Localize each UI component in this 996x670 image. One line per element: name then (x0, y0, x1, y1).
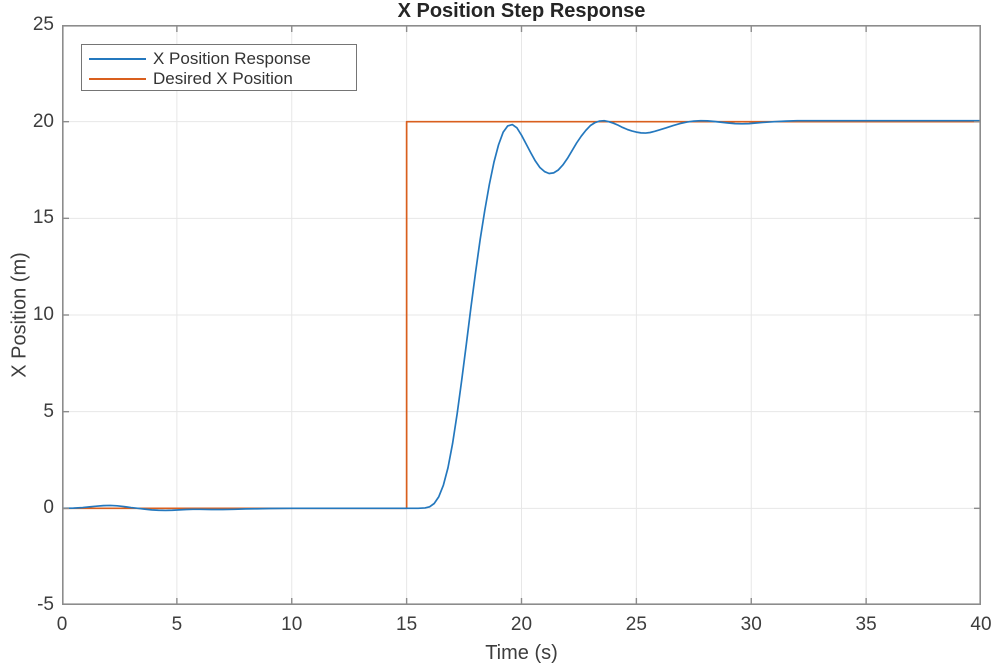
y-tick-label: 25 (32, 14, 54, 35)
x-axis-label: Time (s) (485, 642, 558, 664)
x-tick-label: 40 (970, 614, 992, 635)
y-tick-label: 15 (32, 207, 54, 229)
x-tick-label: 15 (396, 614, 418, 635)
series-x-position-response (62, 119, 981, 512)
x-tick-label: 0 (56, 614, 68, 635)
legend-entry-response: X Position Response (89, 49, 356, 68)
legend-label-desired: Desired X Position (153, 68, 293, 88)
axes-frame (62, 25, 981, 605)
plot-canvas (62, 25, 981, 605)
y-axis-label: X Position (m) (8, 252, 31, 378)
plot-area: X Position Response Desired X Position (62, 25, 981, 605)
y-tick-label: 0 (43, 497, 54, 519)
x-tick-label: 20 (510, 614, 533, 635)
x-tick-label: 30 (740, 614, 762, 635)
x-tick-label: 10 (281, 614, 303, 635)
chart-title: X Position Step Response (397, 0, 646, 22)
legend-line-desired (89, 77, 146, 80)
y-tick-label: -5 (37, 594, 54, 615)
legend-entry-desired: Desired X Position (89, 69, 356, 88)
legend-line-response (89, 57, 146, 60)
x-tick-label: 5 (171, 614, 183, 635)
x-tick-label: 25 (625, 614, 647, 635)
legend-label-response: X Position Response (153, 48, 311, 68)
legend-box: X Position Response Desired X Position (81, 44, 357, 91)
y-tick-label: 5 (43, 400, 54, 422)
x-tick-label: 35 (855, 614, 877, 635)
y-tick-label: 20 (32, 110, 54, 132)
y-tick-label: 10 (32, 304, 54, 325)
